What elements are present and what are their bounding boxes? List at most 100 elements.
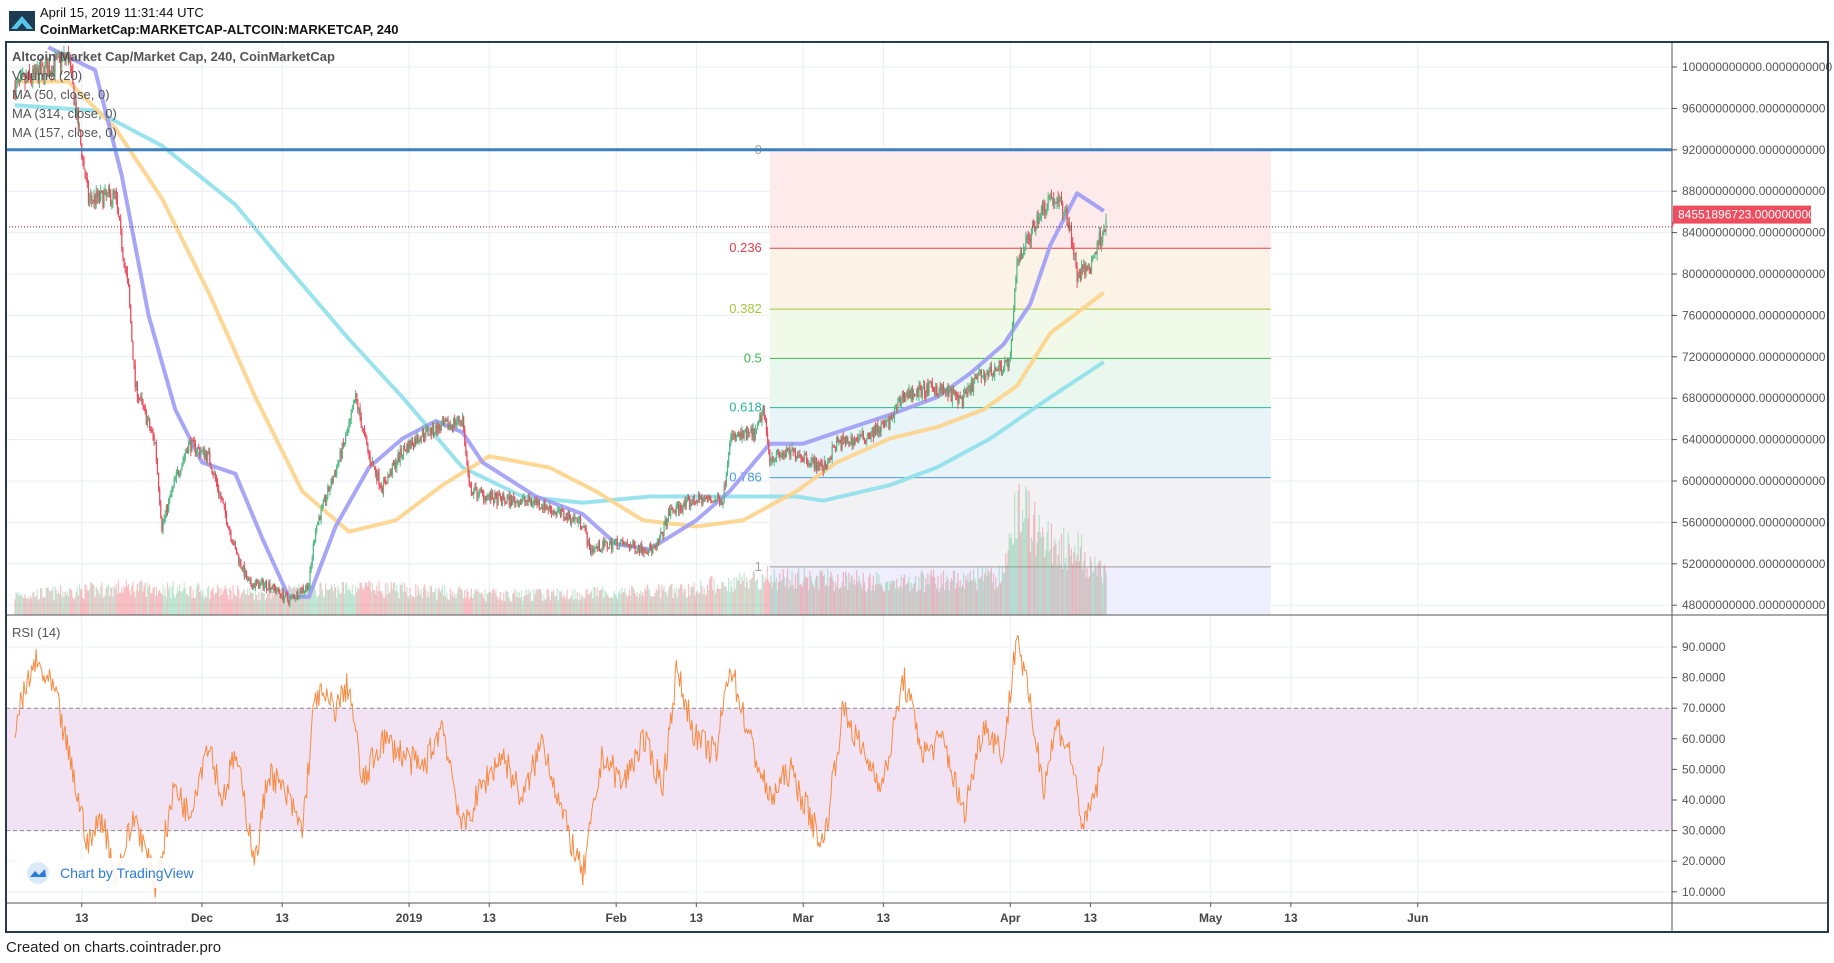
candle-up (486, 495, 488, 501)
volume-bar (656, 590, 658, 615)
volume-bar (304, 587, 307, 615)
candle-up (685, 499, 687, 506)
candle-down (787, 447, 789, 451)
candle-up (632, 541, 634, 546)
volume-bar (613, 590, 615, 615)
candle-up (260, 582, 262, 584)
candle-down (489, 492, 491, 501)
candle-up (473, 491, 475, 495)
volume-bar (1069, 556, 1071, 615)
volume-bar (91, 582, 93, 615)
candle-down (222, 500, 224, 504)
volume-bar (663, 585, 665, 615)
candle-down (804, 454, 807, 456)
volume-bar (839, 588, 841, 615)
volume-bar (54, 586, 56, 615)
candle-up (572, 517, 574, 521)
volume-bar (466, 588, 468, 615)
volume-bar (1065, 557, 1067, 615)
volume-bar (836, 587, 838, 615)
volume-bar (410, 594, 412, 615)
volume-bar (624, 588, 626, 615)
candle-up (304, 588, 307, 591)
volume-bar (754, 581, 756, 615)
moving-averages (14, 45, 1106, 599)
volume-bar (819, 570, 821, 615)
volume-bar (971, 580, 974, 615)
candle-down (626, 542, 628, 545)
candle-up (183, 456, 185, 460)
volume-bar (316, 597, 318, 615)
volume-bar (858, 576, 860, 615)
legend-ma157[interactable]: MA (157, close, 0) (12, 125, 117, 140)
volume-bar (55, 589, 57, 615)
candle-down (102, 191, 104, 207)
candle-down (738, 432, 740, 437)
volume-bar (849, 582, 851, 615)
candle-up (88, 198, 91, 203)
legend-title[interactable]: Altcoin Market Cap/Market Cap, 240, Coin… (12, 49, 335, 64)
volume-bar (219, 596, 221, 615)
candle-up (535, 499, 537, 502)
volume-bar (545, 598, 547, 615)
candle-up (912, 393, 915, 400)
candle-up (494, 493, 496, 504)
candle-up (294, 597, 297, 599)
candle-up (773, 460, 775, 462)
candle-down (210, 462, 212, 469)
candle-down (646, 552, 648, 554)
volume-bar (215, 592, 218, 615)
volume-bar (584, 597, 586, 615)
legend-ma314[interactable]: MA (314, close, 0) (12, 106, 117, 121)
candle-down (230, 531, 232, 540)
volume-bar (123, 585, 125, 615)
volume-bar (441, 585, 444, 615)
volume-bar (127, 583, 130, 615)
candle-down (579, 516, 582, 527)
tradingview-badge[interactable]: Chart by TradingView (18, 858, 200, 888)
legend-rsi[interactable]: RSI (14) (12, 625, 60, 640)
volume-bar (442, 595, 445, 615)
candle-down (1104, 229, 1106, 232)
volume-bar (126, 586, 129, 615)
volume-bar (1056, 565, 1058, 615)
candle-up (296, 591, 298, 598)
volume-bar (909, 591, 911, 615)
candle-up (1008, 360, 1010, 368)
candle-up (910, 387, 912, 398)
candle-down (504, 499, 506, 503)
volume-bar (145, 597, 147, 615)
candle-down (149, 419, 151, 429)
candle-up (479, 489, 481, 491)
tradingview-badge-text: Chart by TradingView (60, 865, 194, 881)
volume-bar (454, 593, 456, 615)
price-tick-label: 56000000000.0000000000 (1682, 515, 1826, 529)
candle-up (871, 427, 873, 434)
volume-bar (602, 586, 604, 615)
candle-down (116, 198, 118, 209)
volume-bar (32, 592, 34, 615)
candle-down (644, 549, 646, 553)
candle-up (1077, 272, 1079, 282)
volume-bar (936, 588, 938, 615)
candle-up (1067, 222, 1069, 227)
candle-down (1086, 265, 1088, 270)
volume-bar (510, 601, 513, 615)
legend-volume[interactable]: Volume (20) (12, 68, 82, 83)
volume-bar (188, 596, 190, 615)
legend-ma50[interactable]: MA (50, close, 0) (12, 87, 110, 102)
volume-bar (220, 587, 222, 615)
volume-bar (604, 590, 606, 615)
candle-up (900, 400, 902, 407)
candle-up (512, 496, 514, 506)
volume-bar (477, 589, 479, 615)
candle-down (466, 452, 468, 466)
volume-bar (359, 582, 361, 615)
volume-bar (900, 574, 902, 615)
volume-bar (1060, 533, 1063, 615)
candle-down (903, 397, 906, 401)
volume-bar (807, 577, 809, 615)
candle-down (672, 508, 674, 511)
candle-up (299, 590, 301, 598)
